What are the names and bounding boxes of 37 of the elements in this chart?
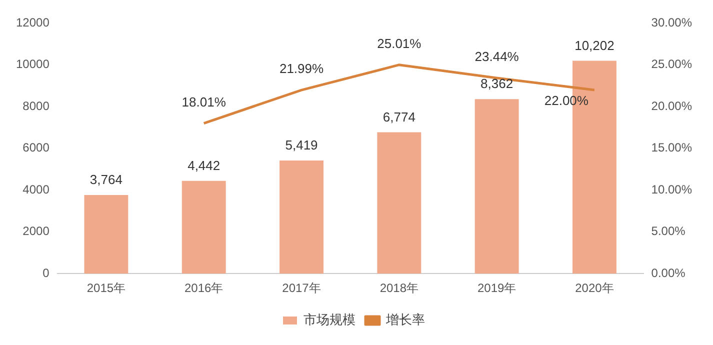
x-tick-label: 2018年 [380,281,419,296]
data-label: 3,764 [90,172,122,188]
legend-label: 增长率 [385,312,425,328]
bar [84,195,128,274]
y-tick-label: 2000 [22,224,50,238]
data-label: 25.01% [377,36,422,51]
x-tick-label: 2020年 [575,281,614,296]
y-tick-label: 8000 [22,98,50,113]
bar [474,99,519,274]
x-tick-label: 2015年 [86,281,126,296]
data-label: 10,202 [574,38,614,53]
y2-tick-label: 5.00% [651,224,686,238]
data-label: 6,774 [382,109,416,124]
data-label: 23.44% [474,49,520,64]
x-tick-label: 2016年 [184,281,224,296]
bar [182,180,226,274]
y2-tick-label: 10.00% [651,182,692,196]
data-label: 21.99% [279,61,324,76]
y-tick-label: 0 [42,266,50,280]
x-tick-label: 2019年 [477,281,516,296]
data-label: 5,419 [285,138,318,153]
y-tick-label: 12000 [16,16,50,30]
y2-tick-label: 25.00% [651,57,692,72]
y2-tick-label: 20.00% [651,98,692,113]
data-label: 4,442 [188,158,220,173]
y2-tick-label: 0.00% [651,266,686,280]
y2-tick-label: 30.00% [651,16,692,30]
y-tick-label: 4000 [22,182,50,196]
x-tick-label: 2017年 [282,281,321,296]
y-tick-label: 10000 [16,57,50,72]
bar [377,132,422,274]
y-tick-label: 6000 [22,140,50,155]
data-label: 18.01% [182,94,226,110]
y2-tick-label: 15.00% [651,140,692,155]
legend-label: 市场规模 [304,312,356,328]
bar [280,160,324,274]
data-label: 8,362 [480,76,514,92]
